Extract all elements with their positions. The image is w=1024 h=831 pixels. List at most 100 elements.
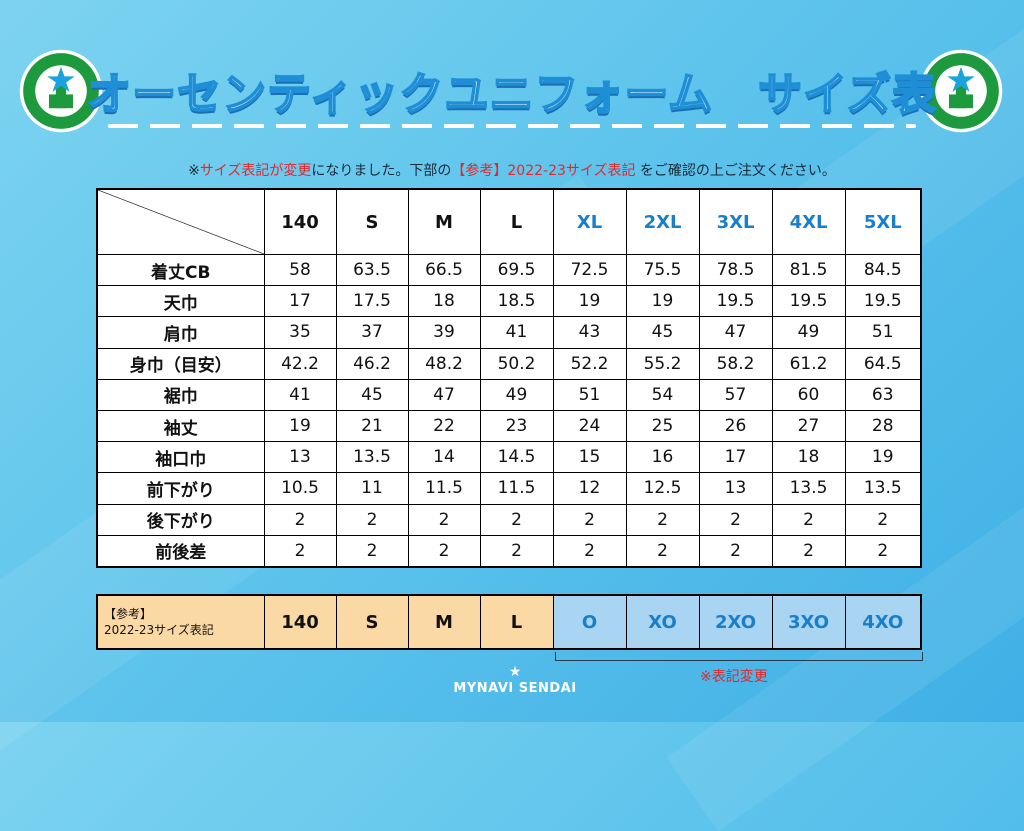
measurement-value: 19.5 bbox=[844, 285, 922, 318]
legacy-size: 3XO bbox=[771, 594, 846, 650]
measurement-value: 24 bbox=[552, 409, 627, 443]
measurement-value: 2 bbox=[625, 503, 700, 536]
measurement-value: 13.5 bbox=[771, 472, 846, 505]
footer-logo: ★ MYNAVI SENDAI bbox=[440, 665, 590, 705]
measurement-row: 前下がり 10.5 11 11.5 11.5 12 12.5 13 13.5 13.5 bbox=[96, 472, 922, 505]
size-header: 5XL bbox=[844, 188, 922, 255]
measurement-value: 41 bbox=[479, 316, 554, 349]
measurement-value: 35 bbox=[263, 316, 337, 349]
measurement-value: 61.2 bbox=[771, 347, 846, 380]
measurement-value: 60 bbox=[771, 378, 846, 411]
measurement-row: 袖丈 19 21 22 23 24 25 26 27 28 bbox=[96, 409, 922, 443]
measurement-value: 11.5 bbox=[407, 472, 481, 505]
measurement-value: 39 bbox=[407, 316, 481, 349]
footer-logo-text: MYNAVI SENDAI bbox=[453, 681, 577, 696]
size-header-row: 140 S M L XL 2XL 3XL 4XL 5XL bbox=[96, 188, 922, 255]
measurement-value: 2 bbox=[479, 534, 554, 568]
size-header: M bbox=[407, 188, 481, 255]
measurement-value: 2 bbox=[335, 503, 409, 536]
measurement-value: 19 bbox=[625, 285, 700, 318]
measurement-value: 2 bbox=[407, 534, 481, 568]
star-icon: ★ bbox=[508, 664, 522, 680]
title-underline bbox=[108, 124, 916, 128]
size-header: L bbox=[479, 188, 554, 255]
measurement-value: 75.5 bbox=[625, 253, 700, 287]
measurement-row: 後下がり 2 2 2 2 2 2 2 2 2 bbox=[96, 503, 922, 536]
measurement-value: 2 bbox=[698, 503, 773, 536]
measurement-value: 2 bbox=[771, 503, 846, 536]
legacy-ref-label: 【参考】 2022-23サイズ表記 bbox=[96, 594, 265, 650]
measurement-value: 2 bbox=[263, 534, 337, 568]
measurement-value: 81.5 bbox=[771, 253, 846, 287]
measurement-value: 58.2 bbox=[698, 347, 773, 380]
measurement-label: 着丈CB bbox=[96, 253, 265, 287]
measurement-value: 2 bbox=[479, 503, 554, 536]
measurement-row: 袖口巾 13 13.5 14 14.5 15 16 17 18 19 bbox=[96, 441, 922, 474]
measurement-value: 25 bbox=[625, 409, 700, 443]
change-note: ※表記変更 bbox=[700, 669, 768, 685]
measurement-value: 18 bbox=[407, 285, 481, 318]
page-title: オーセンティックユニフォーム サイズ表 bbox=[86, 68, 937, 121]
measurement-value: 45 bbox=[335, 378, 409, 411]
measurement-value: 21 bbox=[335, 409, 409, 443]
measurement-value: 78.5 bbox=[698, 253, 773, 287]
measurement-value: 11.5 bbox=[479, 472, 554, 505]
corner-cell bbox=[96, 188, 265, 255]
measurement-value: 23 bbox=[479, 409, 554, 443]
measurement-value: 49 bbox=[479, 378, 554, 411]
measurement-value: 13.5 bbox=[335, 441, 409, 474]
change-bracket bbox=[555, 652, 923, 661]
measurement-label: 後下がり bbox=[96, 503, 265, 536]
legacy-size-table: 【参考】 2022-23サイズ表記 140 S M L O XO 2XO 3XO… bbox=[96, 594, 922, 650]
measurement-value: 27 bbox=[771, 409, 846, 443]
measurement-value: 12 bbox=[552, 472, 627, 505]
notice-suffix: をご確認の上ご注文ください。 bbox=[635, 163, 836, 179]
measurement-value: 2 bbox=[625, 534, 700, 568]
measurement-value: 54 bbox=[625, 378, 700, 411]
measurement-value: 2 bbox=[552, 534, 627, 568]
right-emblem-logo bbox=[919, 49, 1003, 133]
measurement-value: 18.5 bbox=[479, 285, 554, 318]
measurement-value: 26 bbox=[698, 409, 773, 443]
notice-prefix: ※ bbox=[188, 163, 200, 179]
measurement-value: 17.5 bbox=[335, 285, 409, 318]
measurement-value: 18 bbox=[771, 441, 846, 474]
legacy-size: O bbox=[552, 594, 627, 650]
measurement-label: 前後差 bbox=[96, 534, 265, 568]
measurement-value: 41 bbox=[263, 378, 337, 411]
measurement-value: 13.5 bbox=[844, 472, 922, 505]
measurement-value: 50.2 bbox=[479, 347, 554, 380]
measurement-value: 14.5 bbox=[479, 441, 554, 474]
measurement-row: 裾巾 41 45 47 49 51 54 57 60 63 bbox=[96, 378, 922, 411]
measurement-value: 19.5 bbox=[771, 285, 846, 318]
measurement-row: 着丈CB 58 63.5 66.5 69.5 72.5 75.5 78.5 81.5 84.5 bbox=[96, 253, 922, 287]
measurement-row: 身巾（目安） 42.2 46.2 48.2 50.2 52.2 55.2 58.2 61.2 64… bbox=[96, 347, 922, 380]
measurement-value: 49 bbox=[771, 316, 846, 349]
measurement-value: 13 bbox=[698, 472, 773, 505]
legacy-size: 140 bbox=[263, 594, 337, 650]
measurement-label: 身巾（目安） bbox=[96, 347, 265, 380]
size-header: 2XL bbox=[625, 188, 700, 255]
measurement-value: 69.5 bbox=[479, 253, 554, 287]
measurement-value: 47 bbox=[407, 378, 481, 411]
measurement-label: 肩巾 bbox=[96, 316, 265, 349]
measurement-row: 天巾 17 17.5 18 18.5 19 19 19.5 19.5 19.5 bbox=[96, 285, 922, 318]
measurement-row: 前後差 2 2 2 2 2 2 2 2 2 bbox=[96, 534, 922, 568]
measurement-value: 63 bbox=[844, 378, 922, 411]
measurement-label: 袖口巾 bbox=[96, 441, 265, 474]
measurement-label: 裾巾 bbox=[96, 378, 265, 411]
notice-red-2: 【参考】2022-23サイズ表記 bbox=[451, 163, 636, 179]
legacy-size: L bbox=[479, 594, 554, 650]
measurement-value: 19 bbox=[552, 285, 627, 318]
measurement-value: 46.2 bbox=[335, 347, 409, 380]
measurement-label: 袖丈 bbox=[96, 409, 265, 443]
legacy-size: S bbox=[335, 594, 409, 650]
measurement-value: 19 bbox=[263, 409, 337, 443]
measurement-value: 47 bbox=[698, 316, 773, 349]
legacy-ref-line1: 【参考】 bbox=[104, 607, 153, 621]
size-change-notice: ※サイズ表記が変更になりました。下部の【参考】2022-23サイズ表記 をご確認… bbox=[0, 160, 1024, 180]
measurement-value: 12.5 bbox=[625, 472, 700, 505]
measurement-value: 17 bbox=[263, 285, 337, 318]
measurement-label: 天巾 bbox=[96, 285, 265, 318]
measurement-value: 66.5 bbox=[407, 253, 481, 287]
